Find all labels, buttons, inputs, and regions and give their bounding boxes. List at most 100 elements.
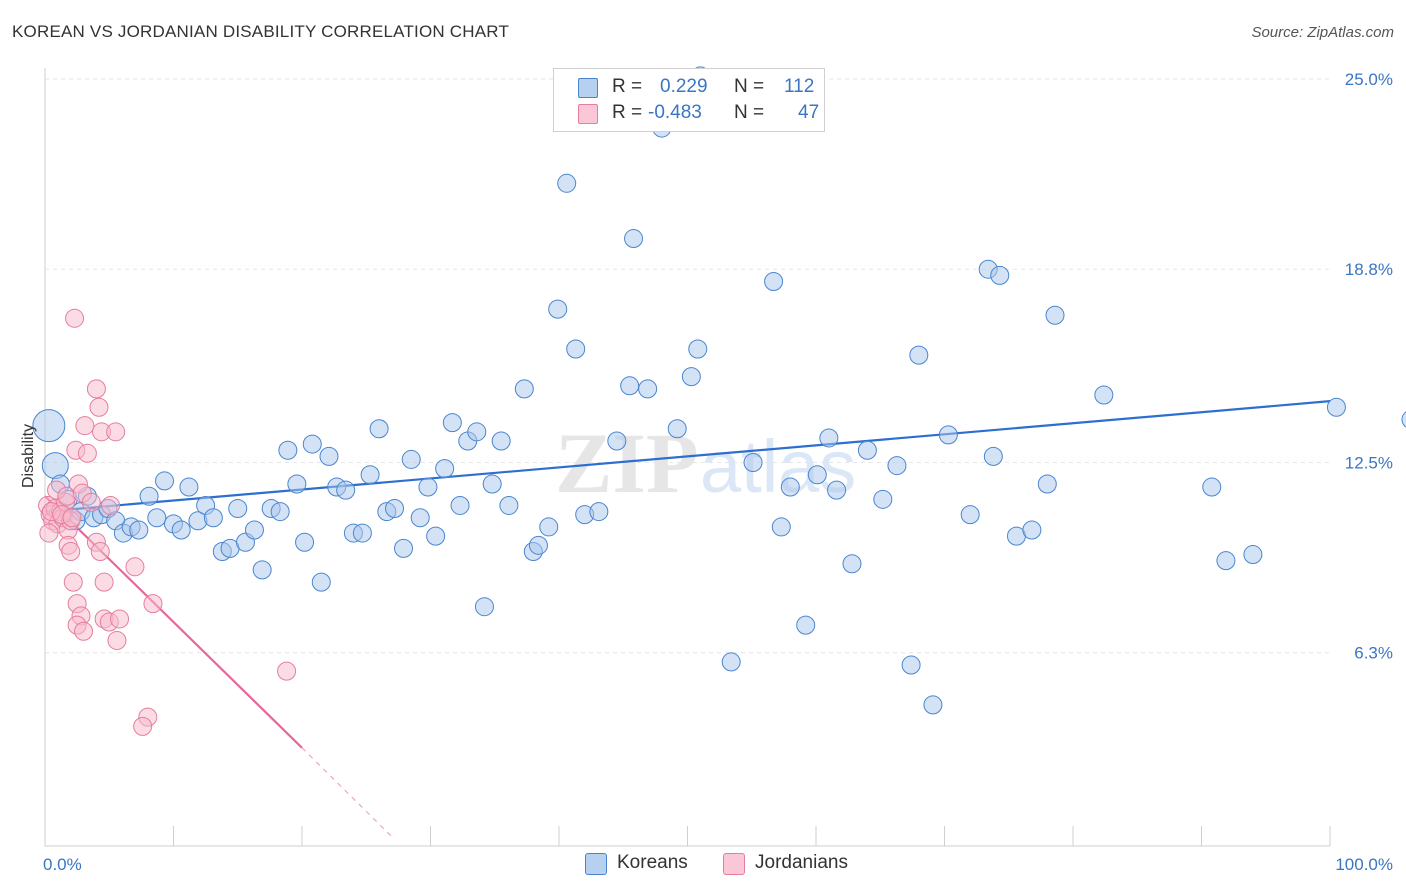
korean-point [667, 419, 687, 439]
korean-point [528, 535, 548, 555]
x-tick-label-max: 100.0% [1335, 855, 1393, 874]
n-value-korean: 112 [784, 76, 815, 97]
korean-point [311, 572, 331, 592]
korean-point [228, 499, 248, 519]
korean-point [607, 431, 627, 451]
korean-point [990, 265, 1010, 285]
n-label: N = [734, 102, 765, 123]
korean-point [938, 425, 958, 445]
korean-point [688, 339, 708, 359]
korean-swatch [578, 78, 598, 98]
korean-point [901, 655, 921, 675]
korean-point [450, 495, 470, 515]
korean-point [764, 271, 784, 291]
jordanian-point [101, 495, 121, 515]
korean-point [129, 520, 149, 540]
korean-point [394, 538, 414, 558]
korean-point [589, 502, 609, 522]
korean-point [287, 474, 307, 494]
jordanian-point [61, 541, 81, 561]
korean-point [401, 449, 421, 469]
korean-point [278, 440, 298, 460]
korean-point [681, 367, 701, 387]
korean-point [1022, 520, 1042, 540]
jordanian-points [38, 308, 297, 736]
jordanian-point [107, 630, 127, 650]
jordanian-point [74, 621, 94, 641]
jordanian-point [110, 609, 130, 629]
chart-title: KOREAN VS JORDANIAN DISABILITY CORRELATI… [12, 22, 510, 41]
korean-point [819, 428, 839, 448]
korean-point [147, 508, 167, 528]
korean-point [796, 615, 816, 635]
korean-point [418, 477, 438, 497]
korean-point [302, 434, 322, 454]
r-label: R = [612, 102, 643, 123]
korean-point [923, 695, 943, 715]
korean-point [295, 532, 315, 552]
korean-point [771, 517, 791, 537]
korean-point [624, 229, 644, 249]
korean-point [442, 413, 462, 433]
jordanian-point [277, 661, 297, 681]
korean-point [467, 422, 487, 442]
korean-point [721, 652, 741, 672]
n-label: N = [734, 76, 765, 97]
jordanian-point [77, 443, 97, 463]
jordanian-point [125, 557, 145, 577]
legend-label-koreans: Koreans [617, 852, 688, 873]
stats-legend: R = 0.229 N = 112 R = -0.483 N = 47 [553, 68, 825, 132]
tick-labels: 6.3% 12.5% 18.8% 25.0% 0.0% 100.0% [43, 70, 1393, 874]
jordanian-point [90, 541, 110, 561]
jordanian-swatch [578, 104, 598, 124]
korean-point [1202, 477, 1222, 497]
korean-legend-swatch [585, 853, 607, 875]
korean-point [620, 376, 640, 396]
korean-point [1216, 551, 1236, 571]
korean-point [1094, 385, 1114, 405]
jordanian-point [89, 397, 109, 417]
korean-points [32, 66, 1406, 715]
korean-point [514, 379, 534, 399]
korean-point [1401, 411, 1406, 428]
jordanian-point [106, 422, 126, 442]
korean-point [369, 419, 389, 439]
korean-point [491, 431, 511, 451]
r-label: R = [612, 76, 643, 97]
korean-point [557, 173, 577, 193]
korean-point [435, 459, 455, 479]
korean-point [352, 523, 372, 543]
korean-point [319, 446, 339, 466]
korean-point [410, 508, 430, 528]
korean-point [252, 560, 272, 580]
korean-point [827, 480, 847, 500]
korean-point [385, 499, 405, 519]
jordanian-point [143, 594, 163, 614]
source-label: Source: ZipAtlas.com [1251, 24, 1394, 41]
jordanian-legend-swatch [723, 853, 745, 875]
korean-point [1045, 305, 1065, 325]
korean-point [474, 597, 494, 617]
korean-point [139, 486, 159, 506]
korean-point [426, 526, 446, 546]
jordanian-point [133, 716, 153, 736]
korean-point [1326, 397, 1346, 417]
grid-lines [45, 78, 1330, 654]
y-axis-title: Disability [20, 424, 37, 488]
korean-point [887, 456, 907, 476]
korean-point [1243, 545, 1263, 565]
korean-point [857, 440, 877, 460]
korean-point [807, 465, 827, 485]
y-tick-label: 18.8% [1345, 260, 1393, 279]
korean-point [203, 508, 223, 528]
jordanian-point [39, 523, 59, 543]
korean-point [336, 480, 356, 500]
jordanian-point [75, 416, 95, 436]
korean-point [780, 477, 800, 497]
r-value-korean: 0.229 [660, 76, 708, 97]
korean-point [909, 345, 929, 365]
y-tick-label: 6.3% [1354, 644, 1393, 663]
korean-point [244, 520, 264, 540]
r-value-jordanian: -0.483 [648, 102, 702, 123]
